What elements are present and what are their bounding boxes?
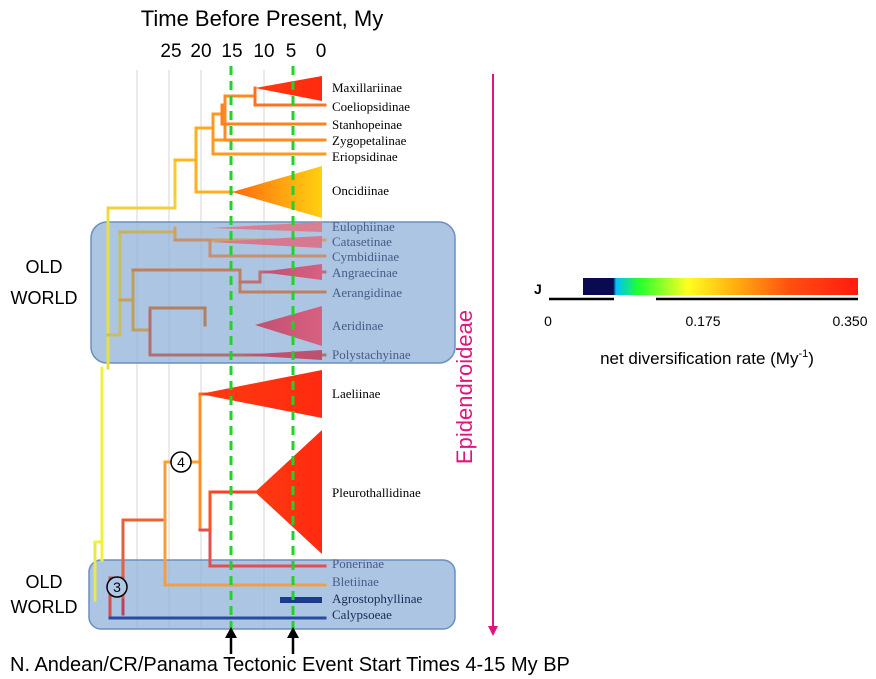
region-label-line1: OLD	[25, 257, 62, 277]
old-world-label-lower: OLD WORLD	[11, 572, 78, 617]
clade-label: Zygopetalinae	[332, 133, 407, 148]
node-4: 4	[170, 451, 192, 473]
clade-label: Eulophiinae	[332, 219, 395, 234]
clade-label: Ponerinae	[332, 556, 384, 571]
region-label-line2: WORLD	[11, 597, 78, 617]
node-4-label: 4	[177, 454, 185, 470]
diversification-legend: J 0 0.175 0.350 net diversification rate…	[534, 278, 868, 368]
legend-title-end: )	[808, 349, 814, 368]
wedge-maxillariinae	[255, 76, 322, 101]
wedge-agrostophyllinae	[280, 597, 322, 603]
wedge-pleurothallidinae	[255, 430, 322, 554]
time-tick: 15	[221, 41, 242, 62]
clade-label: Aerangidinae	[332, 285, 402, 300]
legend-title: net diversification rate (My-1)	[600, 348, 814, 368]
clade-label: Cymbidiinae	[332, 249, 399, 264]
event-arrows	[225, 627, 299, 654]
legend-tick: 0.350	[832, 313, 867, 329]
clade-label: Agrostophyllinae	[332, 591, 422, 606]
epidendroideae-label: Epidendroideae	[452, 310, 477, 464]
wedge-aeridinae	[255, 306, 322, 346]
time-tick: 0	[316, 41, 327, 62]
clade-label: Aeridinae	[332, 318, 383, 333]
tectonic-event-caption: N. Andean/CR/Panama Tectonic Event Start…	[10, 654, 570, 676]
clade-label: Catasetinae	[332, 234, 392, 249]
clade-label: Maxillariinae	[332, 80, 402, 95]
node-3: 3	[106, 576, 128, 598]
legend-title-main: net diversification rate (My	[600, 349, 799, 368]
time-tick: 5	[286, 41, 297, 62]
clade-label: Eriopsidinae	[332, 149, 398, 164]
clade-label: Laeliinae	[332, 386, 381, 401]
wedge-polystachyinae	[240, 350, 322, 360]
wedge-laeliinae	[200, 370, 322, 418]
time-tick: 25	[160, 41, 181, 62]
time-tick: 20	[190, 41, 211, 62]
clade-label: Pleurothallidinae	[332, 485, 421, 500]
legend-tick: 0	[544, 313, 552, 329]
epidendroideae-bracket: Epidendroideae	[452, 74, 498, 636]
clade-label: Bletiinae	[332, 574, 379, 589]
clade-labels: Maxillariinae Coeliopsidinae Stanhopeina…	[332, 80, 422, 622]
legend-colorbar	[583, 278, 858, 295]
clade-label: Calypsoeae	[332, 607, 392, 622]
region-label-line1: OLD	[25, 572, 62, 592]
time-tick: 10	[253, 41, 274, 62]
wedge-angraecinae	[260, 264, 322, 280]
old-world-label-upper: OLD WORLD	[11, 257, 78, 308]
legend-title-sup: -1	[798, 348, 808, 360]
event-lines	[229, 66, 295, 632]
time-axis-title: Time Before Present, My	[141, 6, 383, 31]
old-world-box-lower	[88, 559, 456, 630]
legend-tick: 0.175	[685, 313, 720, 329]
time-axis-ticks: 25 20 15 10 5 0	[160, 41, 326, 62]
clade-label: Stanhopeinae	[332, 117, 402, 132]
node-3-label: 3	[113, 579, 121, 595]
clade-label: Oncidiinae	[332, 183, 389, 198]
region-label-line2: WORLD	[11, 288, 78, 308]
clade-label: Polystachyinae	[332, 347, 411, 362]
clade-label: Coeliopsidinae	[332, 99, 410, 114]
wedge-oncidiinae	[232, 166, 322, 218]
legend-marker: J	[534, 281, 542, 297]
clade-label: Angraecinae	[332, 265, 398, 280]
